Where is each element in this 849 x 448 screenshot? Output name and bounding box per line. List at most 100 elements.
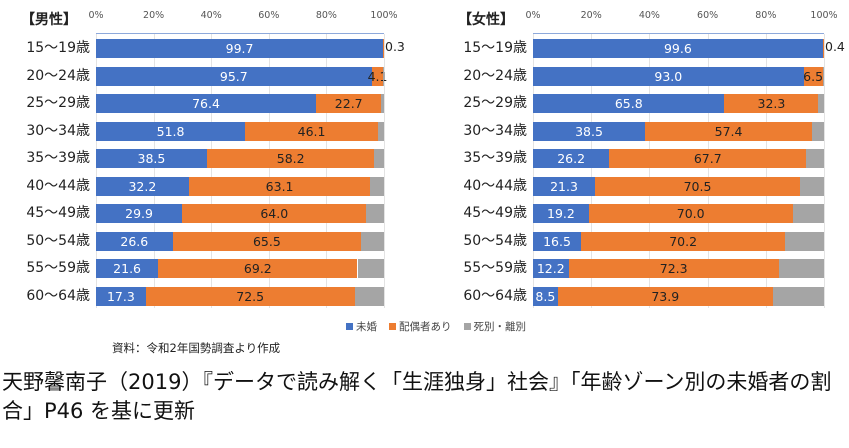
bar-row: 19.2 70.0 [533,204,824,223]
bar-segment-widowed-divorced [381,94,384,113]
legend-item-widowed-divorced: 死別・離別 [463,319,526,334]
bar-row: 21.3 70.5 [533,176,824,196]
gridline [96,34,97,308]
category-label: 20〜24歳 [463,67,527,84]
bar-segment-widowed-divorced [792,204,824,223]
bar-segment-widowed-divorced [366,204,384,223]
bar-segment-married: 4.1 [367,66,388,86]
gridline [211,34,213,308]
x-tick-label: 0% [525,10,541,21]
bar-segment-widowed-divorced [822,66,824,86]
gridline [591,34,593,308]
bar-row: 38.5 57.4 [533,121,824,141]
bar-segment-married: 70.0 [588,204,793,223]
bar-row: 26.6 65.5 [96,231,384,251]
gridline [765,34,767,308]
bar-segment-married [822,39,824,58]
bar-segment-unmarried: 93.0 [533,66,804,86]
bar-row: 99.6 [533,39,824,58]
bar-segment-unmarried: 26.2 [533,149,610,168]
bar-segment-married: 57.4 [645,121,813,141]
x-tick-label: 20% [143,10,165,21]
bar-segment-unmarried: 32.2 [96,176,189,196]
category-label: 35〜39歳 [463,150,527,166]
bar-segment-married: 67.7 [609,149,807,168]
bar-segment-widowed-divorced [772,286,824,306]
chart-title: 【男性】 [21,12,77,28]
gridline [326,34,328,308]
bar-segment-married: 22.7 [316,94,382,113]
bar-segment-widowed-divorced [377,121,384,141]
bar-segment-married: 73.9 [557,286,773,306]
bar-segment-unmarried: 38.5 [96,149,207,168]
category-label: 30〜34歳 [26,122,90,139]
bar-row: 65.8 32.3 [533,94,824,113]
x-tick-label: 60% [258,10,280,21]
bar-segment-unmarried: 99.6 [533,39,823,58]
bar-segment-unmarried: 51.8 [96,121,246,141]
bar-segment-unmarried: 12.2 [533,259,569,278]
x-tick-label: 60% [697,10,719,21]
bar-segment-widowed-divorced [785,231,824,251]
bar-row: 8.5 73.9 [533,286,824,306]
gridline [649,34,651,308]
category-label: 40〜44歳 [26,177,90,194]
chart-male: 【男性】 0% 20% 40% 60% 80% 100% 99.7 95.7 4.1 76.4 22.… [0,0,420,310]
x-tick-label: 20% [580,10,602,21]
bar-segment-married: 46.1 [245,121,378,141]
bar-row: 76.4 22.7 [96,94,384,113]
legend-label: 配偶者あり [399,321,452,333]
bar-segment-widowed-divorced [374,149,384,168]
bar-row: 17.3 72.5 [96,286,384,306]
bar-segment-unmarried: 16.5 [533,231,581,251]
bar-segment-unmarried: 76.4 [96,94,317,113]
bar-segment-unmarried: 19.2 [533,204,589,223]
category-label: 40〜44歳 [463,177,527,194]
category-label: 15〜19歳 [26,40,90,56]
bar-row: 12.2 72.3 [533,259,824,278]
bar-segment-married: 70.2 [581,231,786,251]
legend-item-unmarried: 未婚 [346,319,377,334]
category-label: 50〜54歳 [26,232,90,249]
category-label: 25〜29歳 [463,95,527,111]
x-tick-label: 80% [315,10,337,21]
x-tick-label: 40% [638,10,660,21]
bar-segment-unmarried: 26.6 [96,231,173,251]
bar-segment-married [383,39,384,58]
bar-segment-unmarried: 99.7 [96,39,384,58]
bar-segment-married: 72.5 [145,286,355,306]
bar-segment-unmarried: 21.3 [533,176,595,196]
category-label: 35〜39歳 [26,150,90,166]
bar-segment-unmarried: 65.8 [533,94,725,113]
bar-segment-unmarried: 29.9 [96,204,183,223]
bar-segment-unmarried: 17.3 [96,286,146,306]
bar-row: 51.8 46.1 [96,121,384,141]
category-label: 45〜49歳 [463,205,527,221]
bar-segment-widowed-divorced [812,121,824,141]
x-tick-label: 0% [88,10,104,21]
bar-segment-widowed-divorced [818,94,824,113]
bar-segment-widowed-divorced [361,231,384,251]
bar-segment-married: 58.2 [206,149,375,168]
bar-row: 32.2 63.1 [96,176,384,196]
x-tick-label: 100% [370,10,398,21]
category-label: 25〜29歳 [26,95,90,111]
legend: 未婚 配偶者あり 死別・離別 [346,319,526,334]
bar-segment-married: 69.2 [158,259,358,278]
gridline [384,34,385,308]
x-tick-label: 80% [755,10,777,21]
category-label: 60〜64歳 [26,287,90,304]
bar-row: 95.7 4.1 [96,66,388,86]
category-label: 55〜59歳 [463,260,527,276]
chart-female: 【女性】 0% 20% 40% 60% 80% 100% 99.6 93.0 6.5 65.8 32.… [458,10,845,308]
bar-segment-widowed-divorced [806,149,824,168]
bar-row: 16.5 70.2 [533,231,824,251]
bar-segment-unmarried: 38.5 [533,121,646,141]
bar-row: 26.2 67.7 [533,149,824,168]
bar-segment-widowed-divorced [370,176,384,196]
bar-segment-widowed-divorced [354,286,384,306]
bar-segment-widowed-divorced [383,66,384,86]
chart-title: 【女性】 [458,12,514,28]
caption: 天野馨南子（2019）『データで読み解く「生涯独身」社会』「年齢ゾーン別の未婚者… [2,370,832,423]
bar-segment-married: 64.0 [182,204,367,223]
